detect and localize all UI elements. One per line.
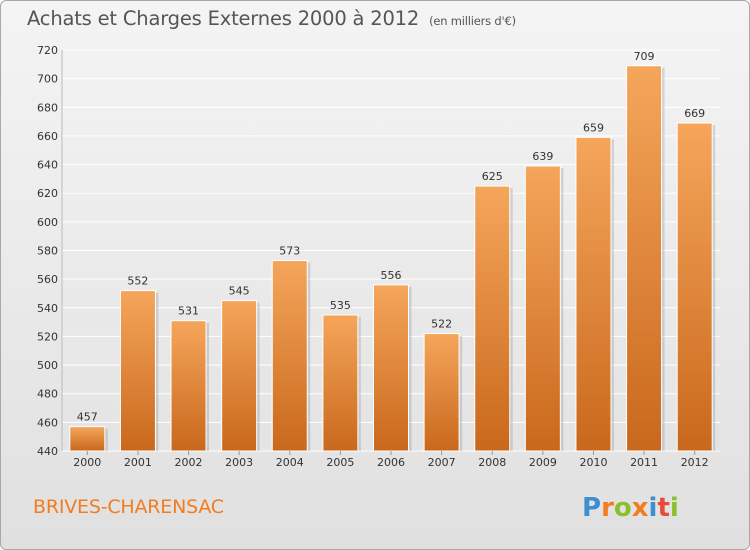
y-tick-label: 540 (37, 302, 58, 315)
proxiti-logo-icon: Proxiti (582, 493, 679, 523)
data-label: 545 (229, 285, 250, 298)
bar-2007 (423, 333, 460, 452)
y-tick-label: 600 (37, 216, 58, 229)
bar-2009 (524, 165, 561, 452)
svg-text:Proxiti: Proxiti (582, 493, 679, 523)
y-tick-label: 520 (37, 330, 58, 343)
x-tick-label: 2003 (225, 456, 253, 469)
bar-2008 (474, 185, 511, 452)
data-label: 535 (330, 299, 351, 312)
y-tick-label: 560 (37, 273, 58, 286)
y-tick-label: 460 (37, 416, 58, 429)
x-tick-label: 2006 (377, 456, 405, 469)
x-tick-label: 2009 (529, 456, 557, 469)
chart-title: Achats et Charges Externes 2000 à 2012 (e… (27, 7, 516, 30)
bar-2002 (170, 320, 207, 452)
y-tick-label: 640 (37, 159, 58, 172)
x-tick-label: 2010 (579, 456, 607, 469)
x-tick-label: 2008 (478, 456, 506, 469)
y-tick-label: 700 (37, 73, 58, 86)
y-tick-label: 500 (37, 359, 58, 372)
x-tick-label: 2004 (276, 456, 304, 469)
data-label: 625 (482, 170, 503, 183)
data-label: 522 (431, 318, 452, 331)
x-tick-label: 2007 (428, 456, 456, 469)
commune-name: BRIVES-CHARENSAC (33, 496, 224, 518)
bar-2010 (575, 136, 612, 452)
data-label: 556 (381, 269, 402, 282)
y-tick-label: 620 (37, 187, 58, 200)
bar-2004 (271, 260, 308, 452)
chart-title-unit: (en milliers d'€) (429, 14, 516, 28)
x-tick-label: 2012 (681, 456, 709, 469)
data-label: 639 (532, 150, 553, 163)
bar-2011 (626, 65, 663, 452)
y-tick-label: 480 (37, 388, 58, 401)
data-label: 669 (684, 107, 705, 120)
y-tick-label: 580 (37, 245, 58, 258)
y-tick-label: 680 (37, 101, 58, 114)
chart-title-main: Achats et Charges Externes 2000 à 2012 (27, 7, 420, 30)
y-tick-label: 440 (37, 445, 58, 458)
x-tick-label: 2005 (326, 456, 354, 469)
x-tick-label: 2001 (124, 456, 152, 469)
x-tick-label: 2000 (73, 456, 101, 469)
bar-2003 (221, 300, 258, 452)
data-label: 457 (77, 411, 98, 424)
bar-2005 (322, 314, 359, 452)
x-tick-label: 2002 (175, 456, 203, 469)
data-label: 552 (127, 275, 148, 288)
y-tick-label: 720 (37, 44, 58, 57)
bar-2006 (373, 284, 409, 452)
proxiti-logo: Proxiti (582, 489, 692, 529)
bar-2012 (676, 122, 713, 452)
bar-2001 (119, 290, 156, 452)
data-label: 573 (279, 245, 300, 258)
bar-2000 (69, 426, 106, 452)
data-label: 531 (178, 305, 199, 318)
y-tick-label: 660 (37, 130, 58, 143)
data-label: 659 (583, 121, 604, 134)
x-tick-label: 2011 (630, 456, 658, 469)
data-label: 709 (634, 50, 655, 63)
